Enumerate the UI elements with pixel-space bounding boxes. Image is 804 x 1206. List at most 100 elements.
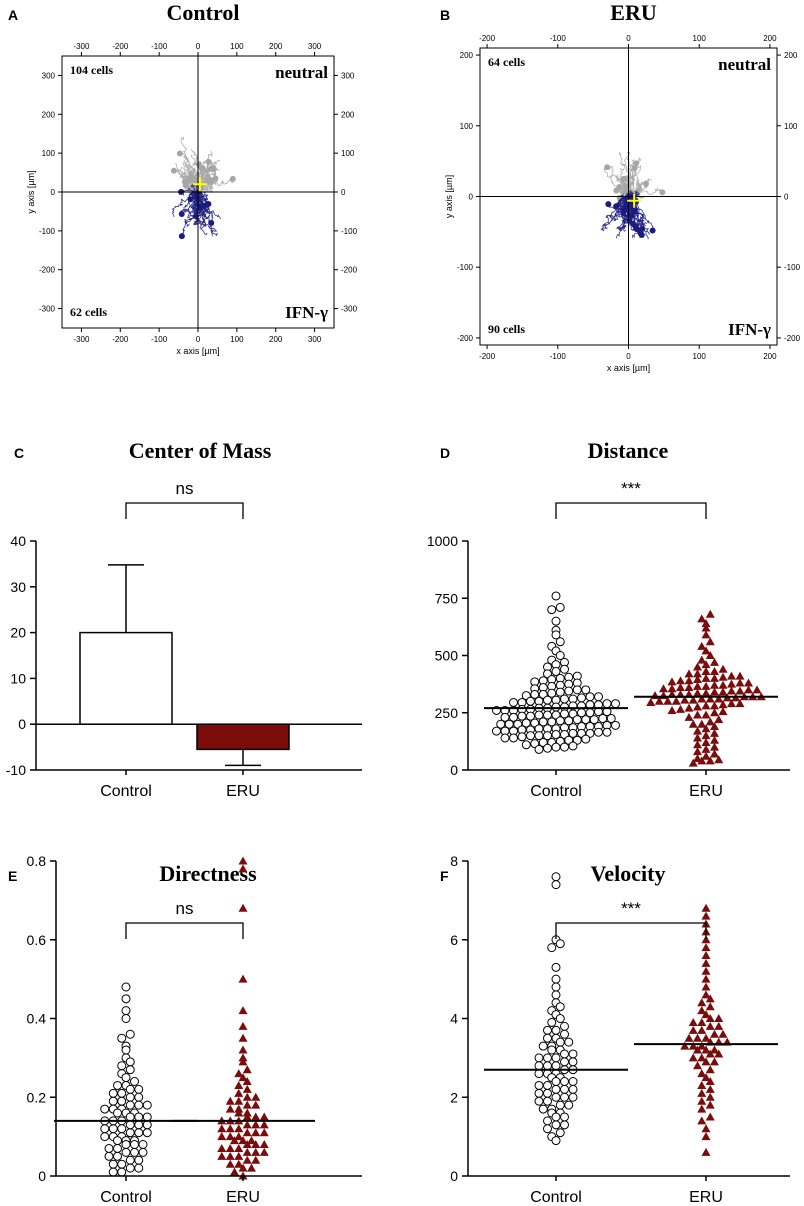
data-point-eru bbox=[710, 701, 719, 710]
data-point-eru bbox=[238, 1006, 248, 1015]
data-point-eru bbox=[234, 1151, 244, 1160]
data-point-control bbox=[555, 687, 565, 697]
data-point-control bbox=[125, 1128, 135, 1138]
panel-letter: D bbox=[440, 445, 450, 461]
data-point-eru bbox=[714, 1014, 724, 1022]
data-point-eru bbox=[684, 669, 694, 678]
data-point-control bbox=[547, 605, 557, 615]
data-point-eru bbox=[684, 683, 694, 692]
data-point-eru bbox=[705, 994, 715, 1003]
data-point-eru bbox=[667, 684, 677, 693]
data-point-control bbox=[117, 1088, 127, 1098]
x-axis-label: x axis [µm] bbox=[176, 346, 219, 356]
data-point-eru bbox=[701, 731, 711, 740]
data-point-eru bbox=[693, 1045, 702, 1054]
data-point-control bbox=[108, 1088, 118, 1098]
data-point-control bbox=[551, 872, 561, 882]
data-point-control bbox=[113, 1143, 122, 1153]
data-point-control bbox=[113, 1151, 122, 1161]
x-tick-label: 200 bbox=[763, 352, 777, 361]
x-axis-label: x axis [µm] bbox=[607, 363, 650, 373]
data-point-control bbox=[108, 1096, 118, 1106]
panel-letter: E bbox=[8, 868, 17, 884]
y-tick-label: 100 bbox=[460, 122, 474, 131]
data-point-eru bbox=[701, 751, 711, 760]
y-tick-label-right: 200 bbox=[341, 110, 355, 119]
dot-plot-directness: E Directness Control ERU 0 0.2 0.4 0.6 0.8 ns bbox=[8, 853, 362, 1206]
y-tick-label-right: 0 bbox=[784, 193, 789, 202]
data-point-eru bbox=[697, 1096, 707, 1105]
data-point-eru bbox=[701, 1147, 711, 1156]
data-point-eru bbox=[710, 708, 719, 717]
data-point-control bbox=[117, 1061, 127, 1071]
dot-plot-velocity: F Velocity Control ERU 0 2 4 6 8 *** bbox=[440, 853, 790, 1206]
data-point-eru bbox=[693, 733, 702, 742]
data-point-control bbox=[121, 982, 131, 992]
data-point-control bbox=[100, 1132, 110, 1142]
data-point-control bbox=[551, 1084, 561, 1094]
data-point-control bbox=[547, 1017, 557, 1027]
data-point-control bbox=[551, 1136, 561, 1146]
data-point-control bbox=[543, 1088, 552, 1098]
data-point-control bbox=[555, 637, 565, 647]
data-point-eru bbox=[705, 1112, 715, 1121]
data-point-eru bbox=[650, 691, 660, 700]
data-point-control bbox=[142, 1128, 152, 1138]
data-point-control bbox=[551, 1112, 561, 1122]
y-tick-label: 500 bbox=[435, 648, 459, 664]
data-point-control bbox=[130, 1147, 139, 1157]
data-point-eru bbox=[684, 712, 694, 721]
data-point-control bbox=[138, 1140, 148, 1149]
panel-letter: F bbox=[440, 868, 449, 884]
data-point-control bbox=[543, 1053, 552, 1063]
data-point-eru bbox=[701, 935, 711, 944]
data-point-control bbox=[534, 1069, 544, 1079]
data-point-control bbox=[125, 1155, 135, 1165]
data-point-control bbox=[517, 732, 527, 742]
x-tick-label-top: -100 bbox=[151, 42, 168, 51]
data-point-eru bbox=[735, 699, 745, 708]
data-point-control bbox=[611, 699, 620, 709]
significance-label: *** bbox=[621, 899, 641, 918]
data-point-eru bbox=[230, 1167, 239, 1176]
data-point-eru bbox=[234, 1069, 244, 1078]
y-tick-label-right: -300 bbox=[341, 305, 358, 314]
cell-track-ifn bbox=[616, 196, 630, 217]
y-tick-label: 0.2 bbox=[27, 1089, 47, 1105]
data-point-eru bbox=[701, 1045, 711, 1054]
data-point-eru bbox=[718, 672, 728, 681]
y-tick-label-right: -100 bbox=[784, 263, 801, 272]
data-point-eru bbox=[697, 1116, 707, 1125]
data-point-eru bbox=[234, 1132, 244, 1141]
data-point-eru bbox=[701, 623, 711, 632]
data-point-eru bbox=[701, 943, 711, 952]
significance-bracket bbox=[555, 922, 707, 939]
x-tick-label: 100 bbox=[693, 352, 707, 361]
bar-eru bbox=[196, 723, 290, 751]
chart-title: Control bbox=[167, 0, 240, 25]
significance-bracket bbox=[125, 502, 244, 519]
data-point-eru bbox=[701, 738, 711, 747]
y-tick-label: 1000 bbox=[427, 533, 458, 549]
data-point-control bbox=[134, 1092, 144, 1102]
track-endpoint bbox=[182, 182, 189, 189]
data-point-eru bbox=[701, 660, 711, 669]
data-point-control bbox=[543, 731, 552, 741]
data-point-control bbox=[509, 697, 518, 707]
data-point-control bbox=[551, 1061, 561, 1071]
data-point-eru bbox=[697, 1069, 707, 1078]
data-point-eru bbox=[701, 911, 711, 920]
data-point-eru bbox=[701, 701, 711, 710]
data-point-control bbox=[555, 651, 565, 660]
data-point-eru bbox=[693, 675, 702, 684]
x-tick-label-top: 100 bbox=[230, 42, 244, 51]
series-eru bbox=[217, 856, 269, 1180]
data-point-eru bbox=[693, 1061, 702, 1070]
series-control bbox=[100, 982, 152, 1177]
data-point-control bbox=[121, 1006, 131, 1016]
track-endpoint bbox=[178, 210, 185, 217]
data-point-eru bbox=[234, 1124, 244, 1133]
data-point-eru bbox=[238, 1057, 248, 1066]
data-point-eru bbox=[697, 614, 707, 623]
x-tick-label-top: -200 bbox=[112, 42, 129, 51]
